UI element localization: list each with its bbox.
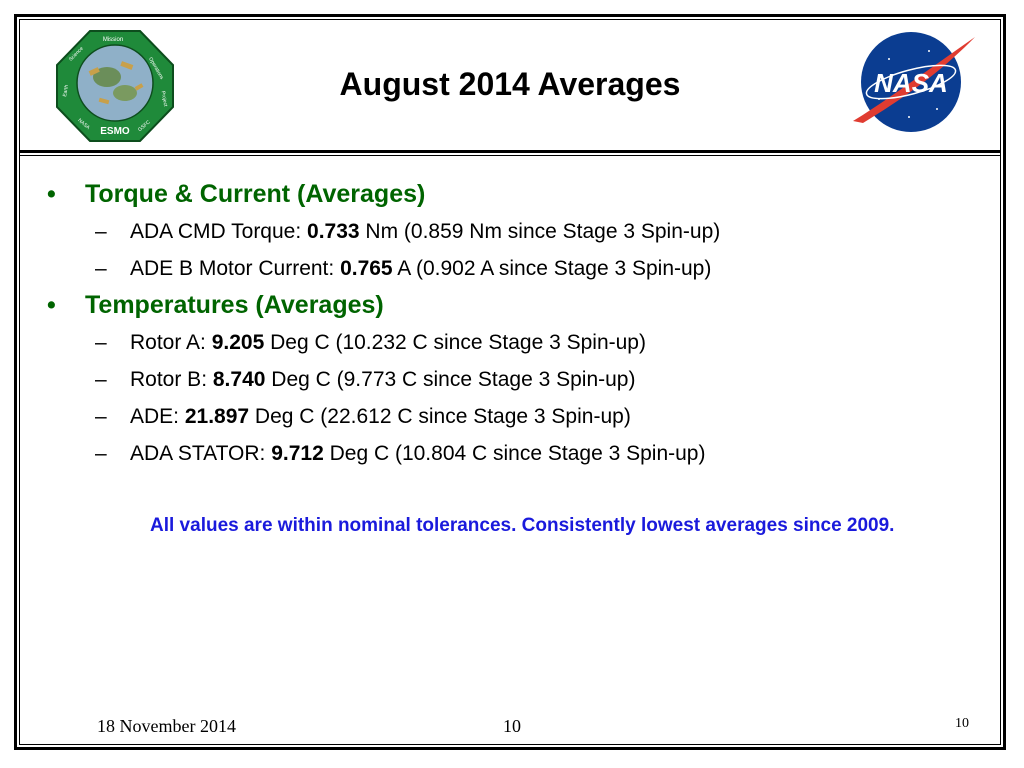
- list-item: – Rotor B: 8.740 Deg C (9.773 C since St…: [45, 361, 985, 398]
- item-label: ADE:: [130, 405, 185, 428]
- slide-title: August 2014 Averages: [339, 66, 681, 102]
- esmo-ring-text-mission: Mission: [103, 37, 123, 43]
- item-value: 9.205: [211, 331, 265, 354]
- list-item: – ADE: 21.897 Deg C (22.612 C since Stag…: [45, 398, 985, 435]
- section-heading-temperatures: • Temperatures (Averages): [45, 287, 985, 324]
- header-divider: [19, 150, 1001, 153]
- item-value: 8.740: [212, 368, 266, 391]
- item-label: ADA STATOR:: [130, 442, 272, 465]
- esmo-logo-text: ESMO: [100, 126, 130, 137]
- item-detail: Deg C (22.612 C since Stage 3 Spin-up): [249, 405, 631, 428]
- item-label: ADA CMD Torque:: [130, 220, 308, 243]
- dash-icon: –: [95, 368, 107, 391]
- list-item: – ADE B Motor Current: 0.765 A (0.902 A …: [45, 250, 985, 287]
- slide-frame-outer: [14, 14, 1006, 750]
- slide-frame-inner: [19, 19, 1001, 745]
- item-value: 21.897: [184, 405, 250, 428]
- footer-date: 18 November 2014: [97, 716, 236, 736]
- nominal-tolerance-note: All values are within nominal tolerances…: [150, 515, 895, 536]
- item-detail: Nm (0.859 Nm since Stage 3 Spin-up): [359, 220, 721, 243]
- footer-page-center: 10: [503, 716, 521, 736]
- item-label: Rotor A:: [130, 331, 212, 354]
- item-value: 0.765: [340, 257, 393, 280]
- item-detail: Deg C (10.232 C since Stage 3 Spin-up): [264, 331, 646, 354]
- section-heading-text: Temperatures (Averages): [85, 291, 384, 319]
- slide-content: • Torque & Current (Averages) – ADA CMD …: [45, 176, 985, 472]
- esmo-logo: ESMO Mission Operations Project GSFC NAS…: [56, 30, 174, 142]
- item-detail: Deg C (10.804 C since Stage 3 Spin-up): [323, 442, 706, 465]
- item-detail: A (0.902 A since Stage 3 Spin-up): [392, 257, 712, 280]
- section-heading-text: Torque & Current (Averages): [85, 180, 426, 208]
- nasa-logo: NASA: [853, 32, 975, 132]
- item-value: 0.733: [307, 220, 360, 243]
- list-item: – ADA STATOR: 9.712 Deg C (10.804 C sinc…: [45, 435, 985, 472]
- item-value: 9.712: [271, 442, 324, 465]
- dash-icon: –: [95, 331, 107, 354]
- footer-page-number: 10: [955, 716, 969, 731]
- dash-icon: –: [95, 405, 107, 428]
- bullet-icon: •: [47, 291, 56, 319]
- item-label: ADE B Motor Current:: [130, 257, 341, 280]
- nasa-logo-text: NASA: [874, 68, 948, 98]
- esmo-ring-text-project: Project: [160, 91, 169, 108]
- header-divider-thin: [19, 155, 1001, 156]
- dash-icon: –: [95, 220, 107, 243]
- section-heading-torque: • Torque & Current (Averages): [45, 176, 985, 213]
- list-item: – ADA CMD Torque: 0.733 Nm (0.859 Nm sin…: [45, 213, 985, 250]
- item-label: Rotor B:: [130, 368, 213, 391]
- bullet-icon: •: [47, 180, 56, 208]
- esmo-ring-text-earth: Earth: [62, 84, 70, 97]
- dash-icon: –: [95, 442, 107, 465]
- list-item: – Rotor A: 9.205 Deg C (10.232 C since S…: [45, 324, 985, 361]
- dash-icon: –: [95, 257, 107, 280]
- item-detail: Deg C (9.773 C since Stage 3 Spin-up): [265, 368, 636, 391]
